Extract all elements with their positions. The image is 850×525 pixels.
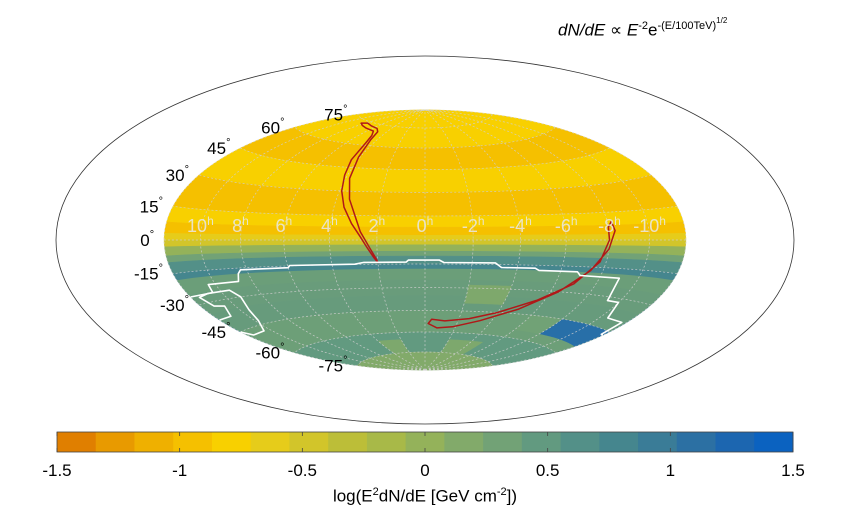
heatmap-patch-4 xyxy=(377,339,410,354)
colorbar-tick-label: -0.5 xyxy=(288,461,317,480)
colorbar: -1.5 -1 -0.5 0 0.5 1 1.5 xyxy=(42,431,805,480)
ra-tick-label: 10h xyxy=(187,214,214,236)
colorbar-swatch xyxy=(560,432,600,452)
heatmap-patch-1 xyxy=(464,284,512,305)
parallel-line xyxy=(172,205,678,217)
meridian-line xyxy=(424,109,521,371)
chart-title: dN/dE ∝ E-2e-(E/100TeV)1/2 xyxy=(558,16,728,40)
ra-tick-label: 2h xyxy=(368,214,385,236)
contour-lines xyxy=(190,122,623,336)
ra-axis-labels: 10h 8h 6h 4h 2h 0h -2h -4h -6h -8h -10h xyxy=(187,214,666,236)
ra-tick-label: -2h xyxy=(462,214,485,236)
meridian-line xyxy=(163,109,426,371)
ra-tick-label: 0h xyxy=(417,214,434,236)
parallel-line xyxy=(294,127,556,149)
parallel-line xyxy=(240,147,610,170)
heatmap-patch-5 xyxy=(440,339,484,355)
dec-tick-label: -30° xyxy=(160,294,189,315)
ra-tick-label: 4h xyxy=(321,214,338,236)
colorbar-swatch xyxy=(328,432,368,452)
colorbar-label: log(E2dN/dE [GeV cm-2]) xyxy=(332,486,518,506)
colorbar-swatch xyxy=(676,432,717,452)
colorbar-tick-label: 0 xyxy=(420,461,429,480)
dec-tick-label: 45° xyxy=(207,137,230,158)
dec-tick-label: 30° xyxy=(166,164,189,185)
colorbar-swatch xyxy=(715,432,755,452)
colorbar-swatch xyxy=(483,432,523,452)
colorbar-tick-label: 1.5 xyxy=(781,461,805,480)
colorbar-swatch xyxy=(173,432,213,452)
colorbar-swatch xyxy=(405,432,445,452)
dec-tick-label: 0° xyxy=(140,229,154,250)
colorbar-swatch xyxy=(95,432,135,452)
ra-tick-label: -10h xyxy=(633,214,666,236)
colorbar-swatch xyxy=(211,432,252,452)
contour-south-red xyxy=(427,220,616,329)
colorbar-swatch xyxy=(444,432,484,452)
parallel-line xyxy=(294,331,556,353)
ra-tick-label: -6h xyxy=(555,214,578,236)
colorbar-tick-label: 1 xyxy=(666,461,675,480)
ra-tick-label: -4h xyxy=(509,214,532,236)
colorbar-swatch xyxy=(289,432,329,452)
heatmap-patch-3 xyxy=(539,319,610,347)
colorbar-swatch xyxy=(366,432,407,452)
dec-tick-label: -15° xyxy=(134,263,163,284)
colorbar-swatch xyxy=(134,432,174,452)
heatmap-patch-2 xyxy=(514,315,563,334)
ra-tick-label: -8h xyxy=(598,214,621,236)
ra-tick-label: 6h xyxy=(275,214,292,236)
dec-tick-label: 75° xyxy=(324,103,347,124)
colorbar-swatch xyxy=(250,432,290,452)
contour-north-red xyxy=(340,122,379,264)
contour-white-left xyxy=(198,289,265,336)
parallel-line xyxy=(240,310,610,333)
colorbar-swatch xyxy=(638,432,678,452)
colorbar-tick-label: -1.5 xyxy=(42,461,71,480)
parallel-line xyxy=(172,263,678,275)
colorbar-tick-label: 0.5 xyxy=(536,461,560,480)
map-border xyxy=(55,55,795,425)
meridian-line xyxy=(240,109,426,371)
ra-tick-label: 8h xyxy=(232,214,249,236)
dec-tick-label: 15° xyxy=(140,195,163,216)
dec-tick-label: 60° xyxy=(261,116,284,137)
colorbar-swatch xyxy=(599,432,639,452)
colorbar-swatch xyxy=(521,432,562,452)
dec-axis-labels: 75° 60° 45° 30°15° 0° -15° -30° -45° -60° -75° xyxy=(134,103,347,375)
colorbar-swatch xyxy=(57,432,97,452)
meridian-line xyxy=(424,109,610,371)
colorbar-swatch xyxy=(754,432,794,452)
contour-white-region xyxy=(190,259,623,336)
colorbar-tick-label: -1 xyxy=(172,461,187,480)
dec-tick-label: -60° xyxy=(256,342,285,363)
dec-tick-label: -45° xyxy=(202,321,231,342)
dec-tick-label: -75° xyxy=(319,355,348,376)
